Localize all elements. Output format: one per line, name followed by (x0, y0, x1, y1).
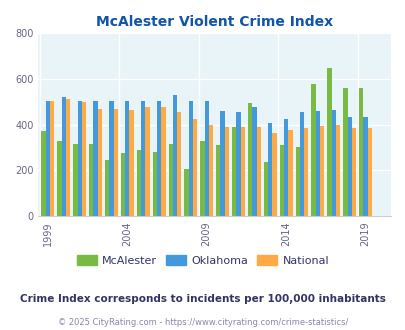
Bar (157, 101, 161, 216)
Bar (240, 127, 244, 216)
Bar (73, 144, 77, 216)
Text: Crime Index corresponds to incidents per 100,000 inhabitants: Crime Index corresponds to incidents per… (20, 294, 385, 304)
Title: McAlester Violent Crime Index: McAlester Violent Crime Index (96, 15, 333, 29)
Bar (98, 109, 102, 216)
Bar (105, 160, 109, 216)
Bar (220, 111, 224, 216)
Bar (141, 101, 145, 216)
Bar (272, 133, 276, 216)
Bar (113, 109, 117, 216)
Bar (311, 84, 315, 216)
Bar (62, 97, 66, 216)
Bar (161, 107, 165, 216)
Bar (77, 101, 81, 216)
Bar (192, 119, 197, 216)
Bar (232, 127, 236, 216)
Bar (288, 130, 292, 216)
Bar (247, 103, 252, 216)
Bar (125, 101, 129, 216)
Bar (362, 116, 367, 216)
Bar (177, 112, 181, 216)
Bar (200, 141, 204, 216)
Bar (279, 145, 283, 216)
Bar (252, 107, 256, 216)
Bar (342, 88, 347, 216)
Bar (121, 153, 125, 216)
Bar (367, 128, 371, 216)
Bar (299, 112, 303, 216)
Bar (335, 125, 339, 216)
Bar (184, 169, 188, 216)
Bar (50, 101, 54, 216)
Bar (267, 123, 272, 216)
Bar (89, 144, 93, 216)
Bar (173, 95, 177, 216)
Bar (152, 152, 157, 216)
Bar (46, 101, 50, 216)
Bar (351, 128, 355, 216)
Bar (256, 127, 260, 216)
Bar (347, 116, 351, 216)
Bar (41, 131, 46, 216)
Text: © 2025 CityRating.com - https://www.cityrating.com/crime-statistics/: © 2025 CityRating.com - https://www.city… (58, 318, 347, 327)
Bar (145, 107, 149, 216)
Bar (204, 101, 208, 216)
Bar (303, 128, 308, 216)
Bar (331, 110, 335, 216)
Bar (168, 144, 173, 216)
Bar (208, 125, 213, 216)
Bar (188, 101, 192, 216)
Bar (263, 162, 267, 216)
Bar (57, 141, 62, 216)
Bar (326, 68, 331, 216)
Legend: McAlester, Oklahoma, National: McAlester, Oklahoma, National (72, 250, 333, 270)
Bar (319, 126, 324, 216)
Bar (81, 102, 86, 216)
Bar (136, 150, 141, 216)
Bar (236, 112, 240, 216)
Bar (315, 111, 319, 216)
Bar (295, 148, 299, 216)
Bar (224, 127, 228, 216)
Bar (66, 99, 70, 216)
Bar (109, 101, 113, 216)
Bar (284, 119, 288, 216)
Bar (358, 88, 362, 216)
Bar (93, 101, 98, 216)
Bar (129, 110, 133, 216)
Bar (215, 145, 220, 216)
